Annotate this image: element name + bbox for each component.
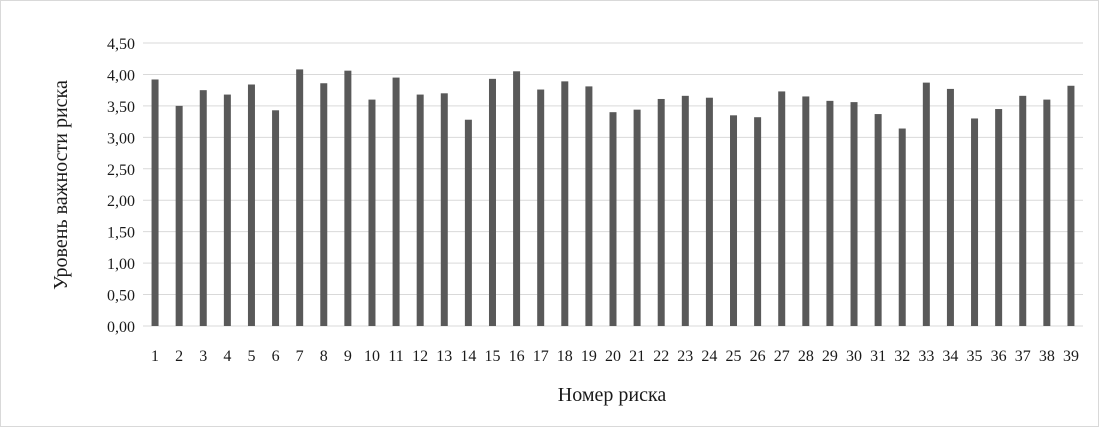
x-tick-label: 5 — [247, 348, 255, 365]
x-tick-label: 12 — [412, 348, 428, 365]
x-tick-label: 9 — [344, 348, 352, 365]
bar-35 — [971, 118, 979, 326]
y-tick-label: 1,50 — [107, 225, 135, 242]
x-tick-label: 10 — [364, 348, 380, 365]
bar-38 — [1043, 99, 1051, 326]
bar-31 — [874, 114, 882, 326]
bar-10 — [368, 99, 376, 326]
x-tick-label: 15 — [484, 348, 500, 365]
y-tick-label: 2,00 — [107, 193, 135, 210]
x-tick-label: 14 — [460, 348, 476, 365]
bar-12 — [416, 94, 424, 327]
x-tick-label: 17 — [533, 348, 549, 365]
bar-20 — [609, 112, 617, 326]
bar-8 — [320, 83, 328, 326]
x-tick-label: 11 — [388, 348, 403, 365]
bar-19 — [585, 86, 593, 326]
bar-37 — [1019, 95, 1027, 327]
bar-24 — [705, 97, 713, 326]
y-axis-title: Уровень важности риска — [50, 80, 72, 290]
bar-7 — [296, 69, 304, 326]
y-tick-label: 0,00 — [107, 319, 135, 336]
x-tick-label: 19 — [581, 348, 597, 365]
bar-6 — [272, 110, 280, 327]
x-tick-label: 7 — [296, 348, 304, 365]
bar-11 — [392, 77, 400, 326]
bar-34 — [946, 88, 954, 326]
x-tick-label: 34 — [942, 348, 958, 365]
y-tick-label: 0,50 — [107, 288, 135, 305]
bar-29 — [826, 100, 834, 326]
x-tick-label: 28 — [798, 348, 814, 365]
x-tick-label: 23 — [677, 348, 693, 365]
x-tick-label: 16 — [509, 348, 525, 365]
bar-32 — [898, 128, 906, 326]
x-tick-label: 30 — [846, 348, 862, 365]
y-tick-label: 4,50 — [107, 36, 135, 53]
bar-13 — [440, 93, 448, 326]
bar-27 — [778, 91, 786, 327]
bar-5 — [247, 84, 255, 326]
bar-26 — [754, 117, 762, 326]
bar-15 — [488, 78, 496, 326]
y-axis-ticks: 0,00 0,50 1,00 1,50 2,00 2,50 3,00 3,50 4,00 4,50 — [107, 36, 135, 336]
bar-4 — [223, 94, 231, 327]
bar-25 — [730, 115, 738, 326]
x-tick-label: 26 — [750, 348, 766, 365]
x-tick-label: 38 — [1039, 348, 1055, 365]
bar-30 — [850, 102, 858, 326]
bar-21 — [633, 109, 641, 326]
x-tick-label: 22 — [653, 348, 669, 365]
x-tick-label: 31 — [870, 348, 886, 365]
x-tick-label: 4 — [223, 348, 231, 365]
x-tick-label: 37 — [1015, 348, 1031, 365]
bar-3 — [199, 90, 207, 327]
x-tick-label: 25 — [726, 348, 742, 365]
x-tick-label: 18 — [557, 348, 573, 365]
x-tick-label: 27 — [774, 348, 790, 365]
x-tick-label: 24 — [701, 348, 717, 365]
y-tick-label: 4,00 — [107, 67, 135, 84]
bar-39 — [1067, 85, 1075, 327]
bar-36 — [995, 109, 1003, 327]
bar-14 — [464, 119, 472, 326]
bar-33 — [922, 82, 930, 327]
bar-16 — [513, 71, 521, 326]
bar-23 — [681, 95, 689, 327]
y-tick-label: 1,00 — [107, 256, 135, 273]
bar-18 — [561, 81, 569, 327]
bar-22 — [657, 98, 665, 327]
y-tick-label: 3,00 — [107, 130, 135, 147]
x-tick-label: 1 — [151, 348, 159, 365]
x-tick-label: 2 — [175, 348, 183, 365]
y-tick-label: 3,50 — [107, 99, 135, 116]
x-tick-label: 32 — [894, 348, 910, 365]
x-tick-label: 29 — [822, 348, 838, 365]
x-tick-label: 39 — [1063, 348, 1079, 365]
bar-2 — [175, 105, 183, 326]
x-tick-label: 36 — [991, 348, 1007, 365]
x-axis-ticks: 1 2 3 4 5 6 7 8 9 10 11 12 13 14 15 16 17 18 19 20 21 22 23 24 2… — [151, 348, 1079, 365]
x-tick-label: 20 — [605, 348, 621, 365]
y-tick-label: 2,50 — [107, 162, 135, 179]
x-tick-label: 3 — [199, 348, 207, 365]
x-tick-label: 21 — [629, 348, 645, 365]
bar-1 — [151, 79, 159, 326]
bar-9 — [344, 70, 352, 326]
x-tick-label: 33 — [918, 348, 934, 365]
x-tick-label: 8 — [320, 348, 328, 365]
bar-17 — [537, 89, 545, 326]
x-tick-label: 13 — [436, 348, 452, 365]
bar-series — [151, 69, 1075, 327]
x-tick-label: 35 — [967, 348, 983, 365]
x-tick-label: 6 — [272, 348, 280, 365]
x-axis-title: Номер риска — [558, 384, 667, 406]
bar-28 — [802, 96, 810, 326]
